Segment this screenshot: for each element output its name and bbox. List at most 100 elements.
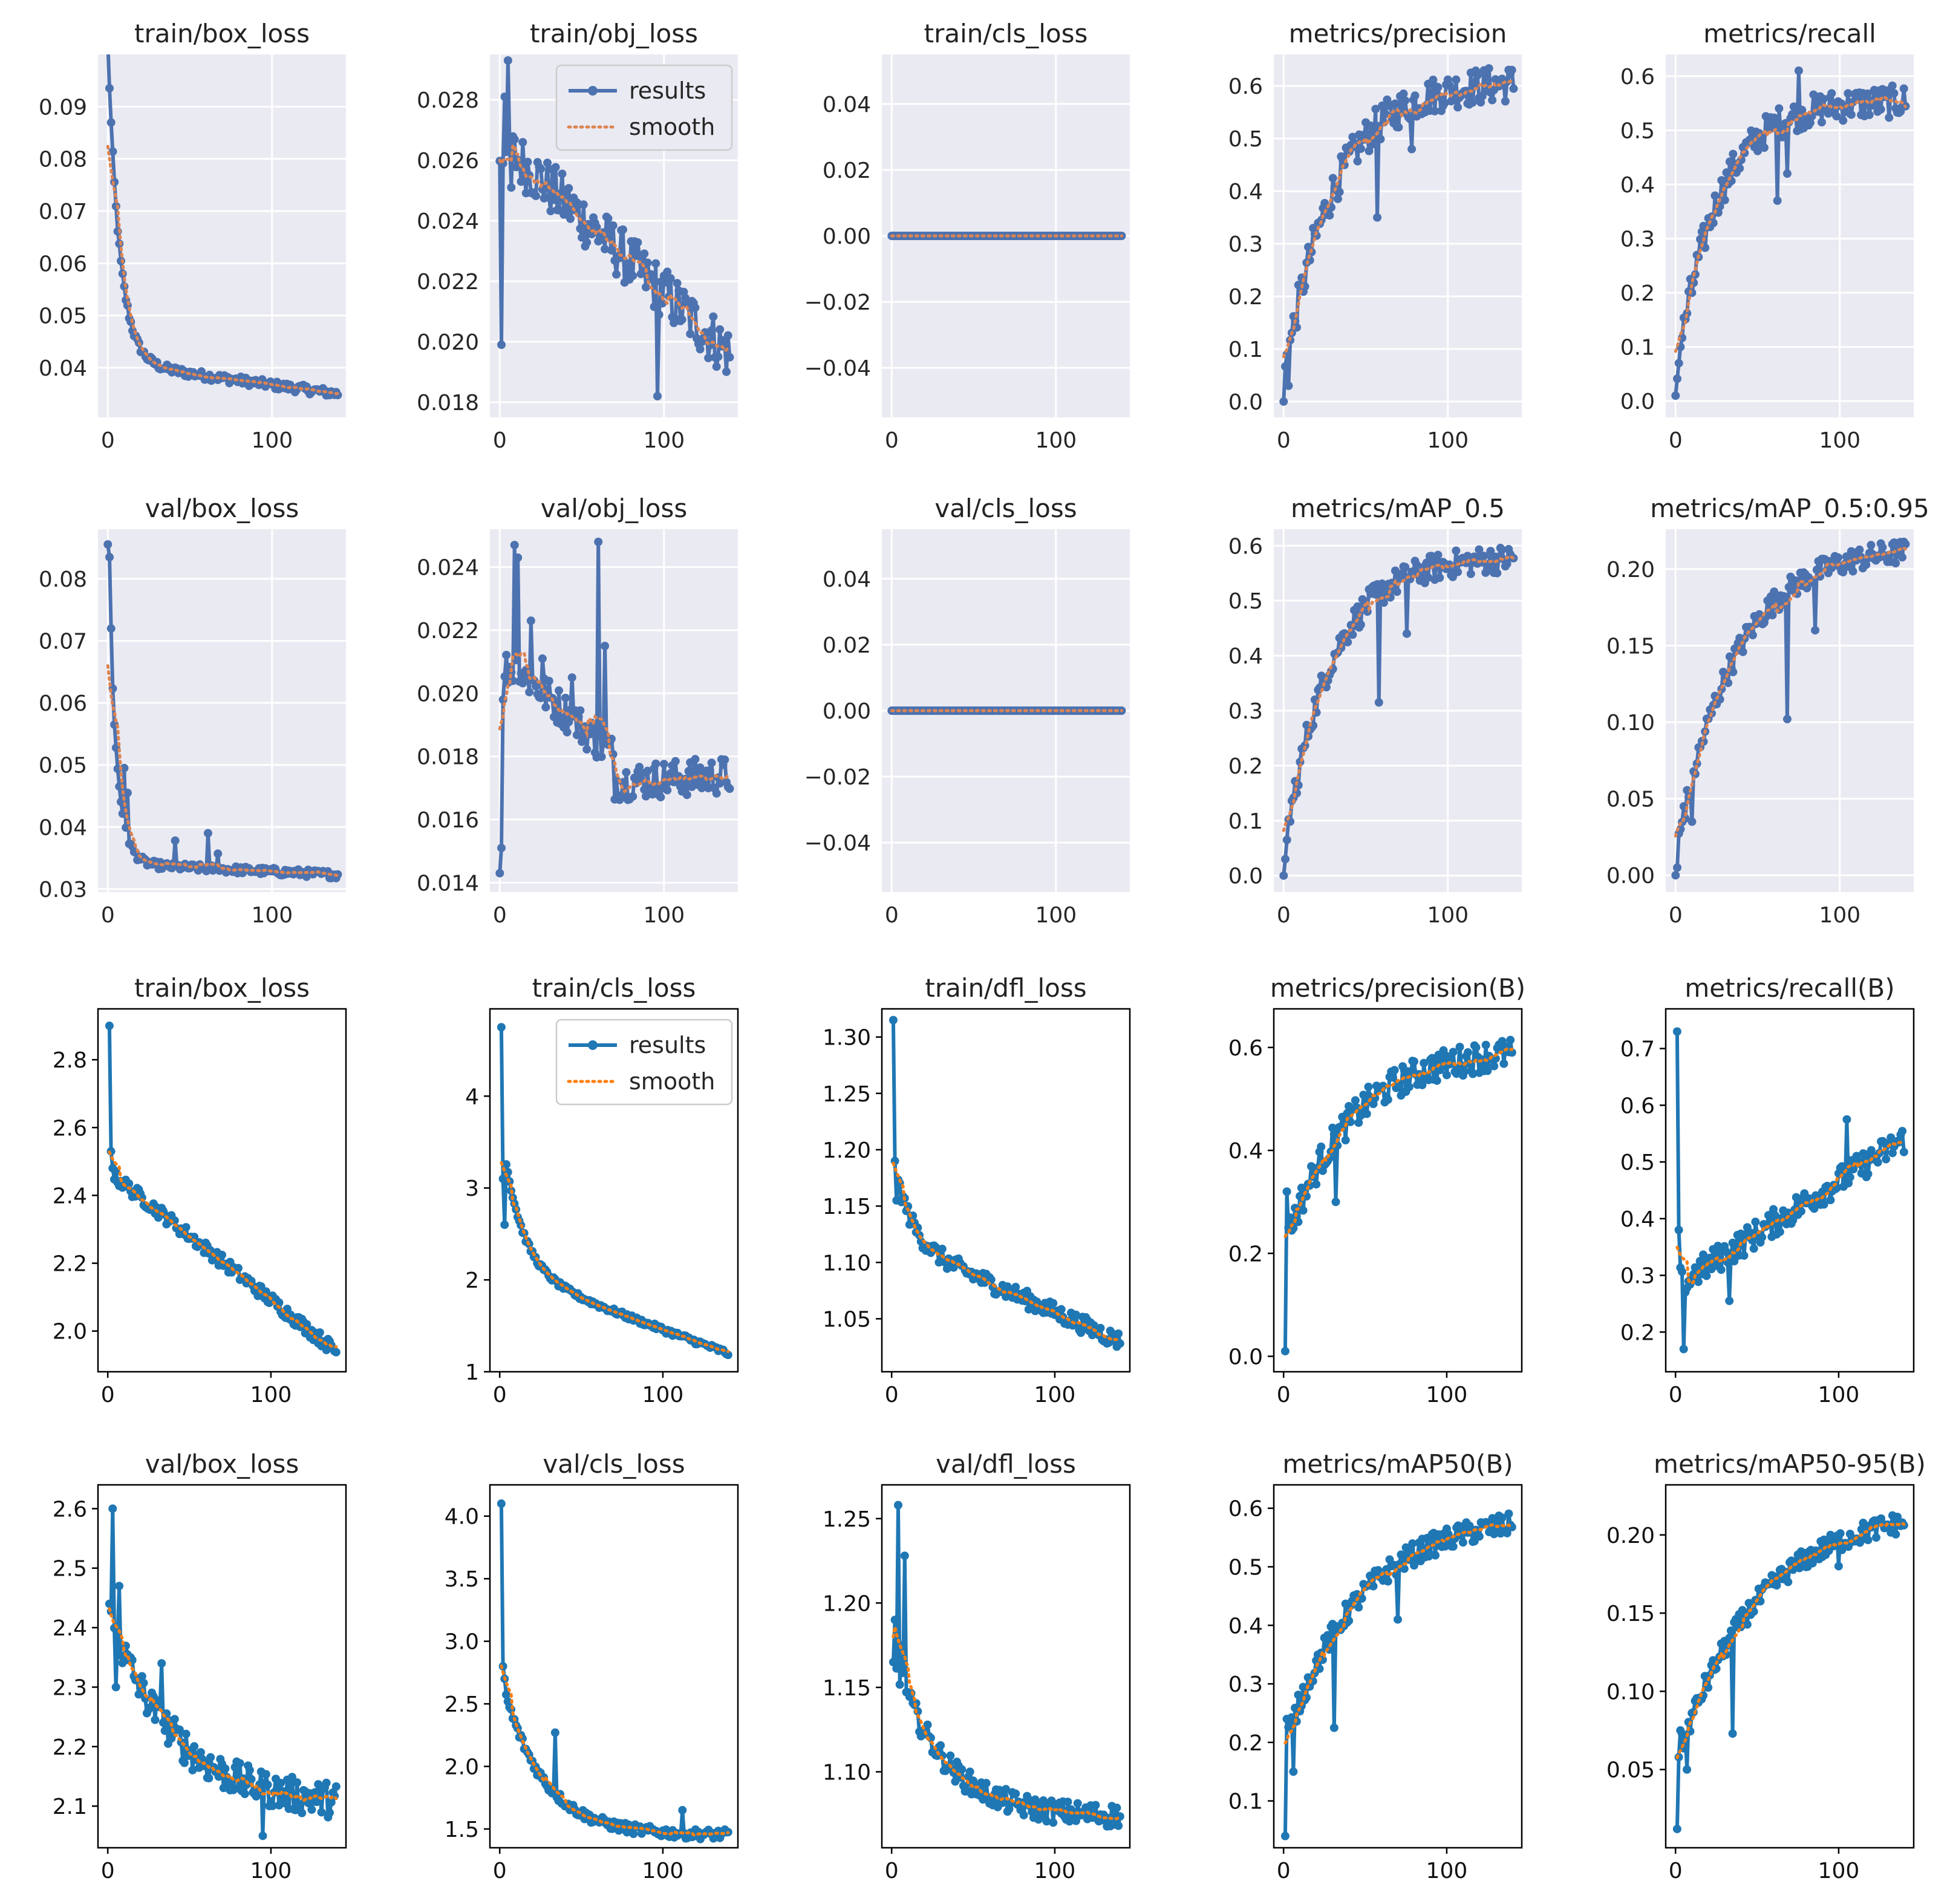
- subplot-title: val/dfl_loss: [936, 1449, 1076, 1479]
- data-point: [725, 784, 734, 793]
- data-point: [1390, 1066, 1399, 1075]
- y-tick-label: −0.02: [804, 765, 871, 790]
- data-point: [526, 616, 535, 625]
- data-point: [1743, 1620, 1752, 1629]
- x-tick-label: 100: [1818, 1859, 1860, 1883]
- data-point: [1819, 1200, 1828, 1209]
- series-results: [105, 54, 342, 400]
- series-results: [105, 1022, 341, 1357]
- data-point: [1002, 1785, 1010, 1794]
- data-point: [1717, 1265, 1726, 1274]
- data-point: [1431, 1551, 1440, 1560]
- data-point: [704, 353, 713, 362]
- data-point: [1422, 558, 1431, 567]
- data-point: [1878, 543, 1887, 552]
- y-tick-label: 0.15: [1606, 1602, 1655, 1626]
- data-point: [1348, 132, 1357, 142]
- data-point: [190, 1742, 199, 1751]
- data-point: [268, 1801, 277, 1810]
- data-point: [1819, 94, 1828, 103]
- data-point: [1509, 84, 1518, 93]
- data-point: [1353, 602, 1362, 611]
- data-point: [497, 1023, 506, 1032]
- subplot-title: train/cls_loss: [532, 973, 696, 1003]
- data-point: [1725, 1296, 1734, 1305]
- y-tick-label: 0.0: [1228, 390, 1263, 415]
- data-point: [697, 783, 706, 792]
- data-point: [312, 1798, 321, 1807]
- data-point: [1408, 1539, 1417, 1548]
- data-point: [240, 1789, 249, 1798]
- data-point: [666, 769, 675, 778]
- plot-area: [490, 529, 738, 892]
- data-point: [1488, 96, 1497, 105]
- data-point: [252, 1792, 261, 1801]
- y-tick-label: 2.0: [53, 1320, 87, 1345]
- data-point: [1281, 855, 1290, 864]
- data-point: [157, 1659, 166, 1668]
- y-tick-label: 0.0: [1228, 864, 1263, 889]
- data-point: [1674, 1225, 1683, 1234]
- x-tick-label: 100: [1427, 903, 1469, 928]
- data-point: [1475, 1532, 1484, 1541]
- y-tick-label: 1.5: [445, 1818, 479, 1842]
- data-point: [1865, 110, 1874, 119]
- y-tick-label: 1.10: [823, 1251, 871, 1276]
- y-tick-label: 0.7: [1620, 1037, 1655, 1062]
- subplot-title: val/box_loss: [145, 1449, 299, 1479]
- data-point: [1362, 1109, 1371, 1118]
- data-point: [317, 1808, 326, 1817]
- subplot-title: train/box_loss: [134, 19, 310, 48]
- plot-area: [98, 54, 346, 417]
- data-point: [218, 1250, 226, 1259]
- y-tick-label: 0.00: [823, 224, 871, 249]
- data-point: [532, 191, 541, 200]
- data-point: [597, 235, 606, 244]
- data-point: [108, 1504, 117, 1513]
- y-tick-label: 0.018: [417, 745, 479, 770]
- y-tick-label: 0.6: [1620, 1094, 1655, 1118]
- data-point: [106, 118, 116, 127]
- data-point: [965, 1767, 974, 1776]
- data-point: [1378, 1081, 1388, 1091]
- data-point: [1730, 1257, 1739, 1266]
- data-point: [722, 367, 731, 376]
- y-tick-label: 2.0: [445, 1755, 479, 1780]
- data-point: [1483, 1066, 1492, 1075]
- data-point: [938, 1244, 947, 1253]
- data-point: [1115, 1339, 1124, 1348]
- data-point: [1498, 546, 1507, 555]
- smooth-line: [1675, 1521, 1906, 1759]
- data-point: [678, 1805, 687, 1814]
- y-tick-label: 0.10: [1606, 711, 1655, 735]
- subplot-16: val/box_loss 2.1 2.2 2.3 2.4 2.5 2.6 0 100: [53, 1449, 347, 1883]
- data-point: [233, 1263, 243, 1273]
- y-tick-label: 0.2: [1228, 1731, 1263, 1756]
- x-tick-label: 100: [1035, 903, 1077, 928]
- series-results: [887, 232, 1126, 240]
- data-point: [1366, 121, 1375, 130]
- plot-area: [1665, 1008, 1915, 1373]
- y-tick-label: 1.10: [823, 1760, 871, 1785]
- data-point: [1507, 65, 1516, 74]
- data-point: [1888, 81, 1897, 90]
- y-tick-label: 0.4: [1228, 1139, 1263, 1164]
- series-results: [1279, 544, 1518, 880]
- data-point: [1394, 123, 1403, 132]
- data-point: [1323, 1631, 1332, 1640]
- y-tick-label: 2.4: [53, 1184, 87, 1208]
- data-point: [115, 1582, 124, 1591]
- data-point: [576, 224, 585, 233]
- data-point: [1901, 540, 1910, 549]
- y-tick-label: 0.10: [1606, 1680, 1655, 1704]
- data-point: [1694, 1277, 1703, 1286]
- data-point: [1758, 1233, 1767, 1242]
- series-results: [1280, 1035, 1516, 1355]
- data-point: [151, 1715, 160, 1724]
- data-point: [1011, 1282, 1020, 1291]
- data-point: [1782, 169, 1792, 178]
- data-point: [502, 148, 511, 157]
- data-point: [1812, 566, 1821, 575]
- data-point: [612, 270, 621, 279]
- data-point: [171, 836, 180, 845]
